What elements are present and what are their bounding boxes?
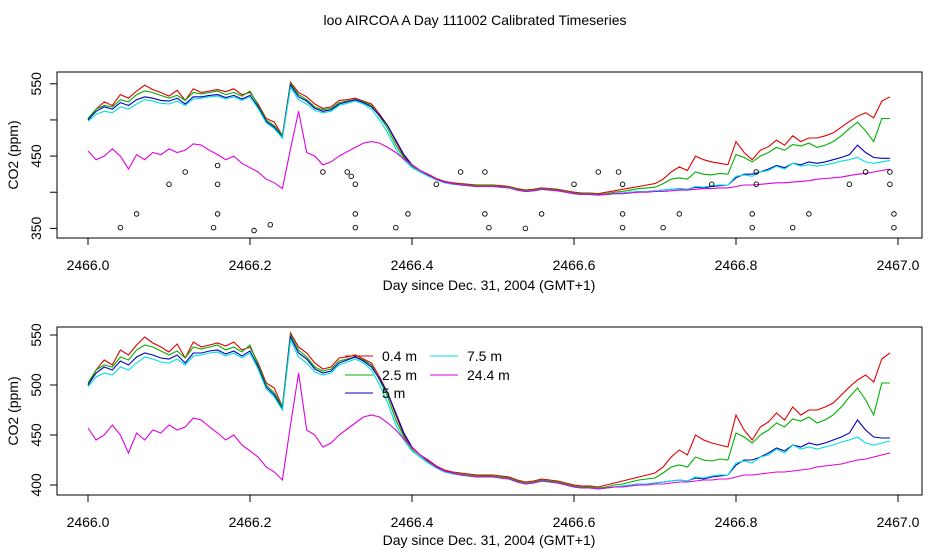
top-marker-point (214, 211, 221, 217)
top-marker-point (595, 169, 602, 175)
top-marker-point (708, 181, 715, 188)
x-axis-label-bottom: Day since Dec. 31, 2004 (GMT+1) (383, 532, 596, 548)
top-marker-point (753, 181, 760, 188)
y-axis-bottom: 400 450 500 550 (28, 323, 57, 497)
x-axis-top: 2466.0 2466.2 2466.4 2466.6 2466.8 2467.0 (67, 237, 920, 273)
top-marker-point (214, 162, 221, 169)
top-marker-point (862, 169, 869, 175)
top-marker-point (891, 224, 897, 231)
top-x-tick-label-0: 2466.0 (67, 257, 110, 273)
top-marker-point (352, 211, 359, 217)
top-marker-point (571, 181, 577, 188)
series-group-top (87, 80, 891, 196)
top-marker-point (457, 169, 464, 175)
chart-title: loo AIRCOA A Day 111002 Calibrated Times… (324, 12, 627, 28)
bottom-x-tick-label-5: 2467.0 (877, 514, 920, 530)
top-marker-point (267, 222, 274, 228)
top-marker-point (887, 169, 893, 175)
top-marker-point (348, 173, 355, 180)
top-marker-point (344, 169, 350, 175)
legend-label-0-4-m: 0.4 m (382, 348, 417, 364)
bottom-x-tick-label-3: 2466.6 (553, 514, 596, 530)
top-marker-point (806, 211, 812, 217)
y-axis-top: 350 450 550 (28, 72, 57, 240)
top-marker-point (405, 211, 411, 217)
top-marker-point (789, 224, 796, 231)
bottom-series-line-0-4-m (87, 331, 891, 488)
top-marker-point (753, 169, 760, 175)
top-marker-point (619, 211, 626, 217)
legend: 0.4 m 2.5 m 5 m 7.5 m 24.4 m (345, 348, 510, 401)
top-marker-point (676, 211, 683, 217)
top-marker-point (619, 181, 626, 188)
top-marker-point (887, 181, 893, 188)
top-marker-point (522, 225, 529, 232)
top-marker-point (117, 224, 124, 231)
legend-label-5-m: 5 m (382, 385, 405, 401)
top-marker-point (320, 169, 326, 175)
top-marker-point (749, 211, 755, 217)
bottom-series-line-2-5-m (87, 333, 890, 489)
top-marker-point (166, 181, 172, 188)
top-marker-point (749, 224, 755, 231)
x-axis-bottom: 2466.0 2466.2 2466.4 2466.6 2466.8 2467.0 (67, 494, 920, 530)
top-x-tick-label-4: 2466.8 (715, 257, 758, 273)
top-marker-point (619, 224, 626, 231)
legend-label-24-4-m: 24.4 m (467, 367, 510, 383)
top-marker-point (538, 211, 545, 217)
top-x-tick-label-1: 2466.2 (229, 257, 272, 273)
top-marker-point (352, 224, 359, 231)
bottom-y-tick-label-1: 450 (28, 423, 44, 447)
plot-frame-top (56, 71, 923, 239)
top-marker-point (846, 181, 853, 188)
bottom-x-tick-label-1: 2466.2 (229, 514, 272, 530)
bottom-y-tick-label-2: 500 (28, 373, 44, 397)
top-marker-point (352, 181, 359, 188)
marker-group-top (117, 162, 897, 234)
top-marker-point (214, 181, 221, 188)
top-x-tick-label-2: 2466.4 (391, 257, 434, 273)
top-marker-point (660, 224, 666, 231)
top-marker-point (482, 211, 488, 217)
top-marker-point (182, 169, 188, 175)
bottom-x-tick-label-0: 2466.0 (67, 514, 110, 530)
top-marker-point (615, 169, 622, 175)
top-marker-point (133, 211, 140, 217)
bottom-y-tick-label-0: 400 (28, 473, 44, 497)
top-marker-point (486, 224, 492, 231)
bottom-y-tick-label-3: 550 (28, 323, 44, 347)
top-x-tick-label-3: 2466.6 (553, 257, 596, 273)
top-series-line-24-4-m (87, 111, 890, 196)
top-marker-point (891, 211, 897, 217)
y-axis-label-bottom: CO2 (ppm) (5, 376, 21, 445)
legend-label-7-5-m: 7.5 m (467, 348, 502, 364)
series-group-bottom (87, 331, 891, 490)
top-y-tick-label-4: 550 (28, 72, 44, 96)
top-series-line-7-5-m (87, 85, 891, 196)
top-marker-point (433, 181, 440, 188)
y-axis-label-top: CO2 (ppm) (5, 120, 21, 189)
top-y-tick-label-2: 450 (28, 144, 44, 168)
bottom-x-tick-label-2: 2466.4 (391, 514, 434, 530)
top-series-line-2-5-m (87, 82, 890, 195)
top-marker-point (482, 169, 488, 175)
top-marker-point (210, 224, 217, 231)
top-series-line-5-m (87, 83, 890, 196)
top-marker-point (393, 224, 399, 231)
top-y-tick-label-0: 350 (28, 216, 44, 240)
x-axis-label-top: Day since Dec. 31, 2004 (GMT+1) (383, 277, 596, 293)
bottom-x-tick-label-4: 2466.8 (715, 514, 758, 530)
top-marker-point (251, 227, 257, 234)
legend-label-2-5-m: 2.5 m (382, 367, 417, 383)
bottom-series-line-24-4-m (87, 372, 891, 490)
top-x-tick-label-5: 2467.0 (877, 257, 920, 273)
panel-top: 350 450 550 2466.0 2466.2 2466.4 2466.6 2466.8… (5, 71, 923, 293)
top-series-line-0-4-m (87, 80, 891, 195)
